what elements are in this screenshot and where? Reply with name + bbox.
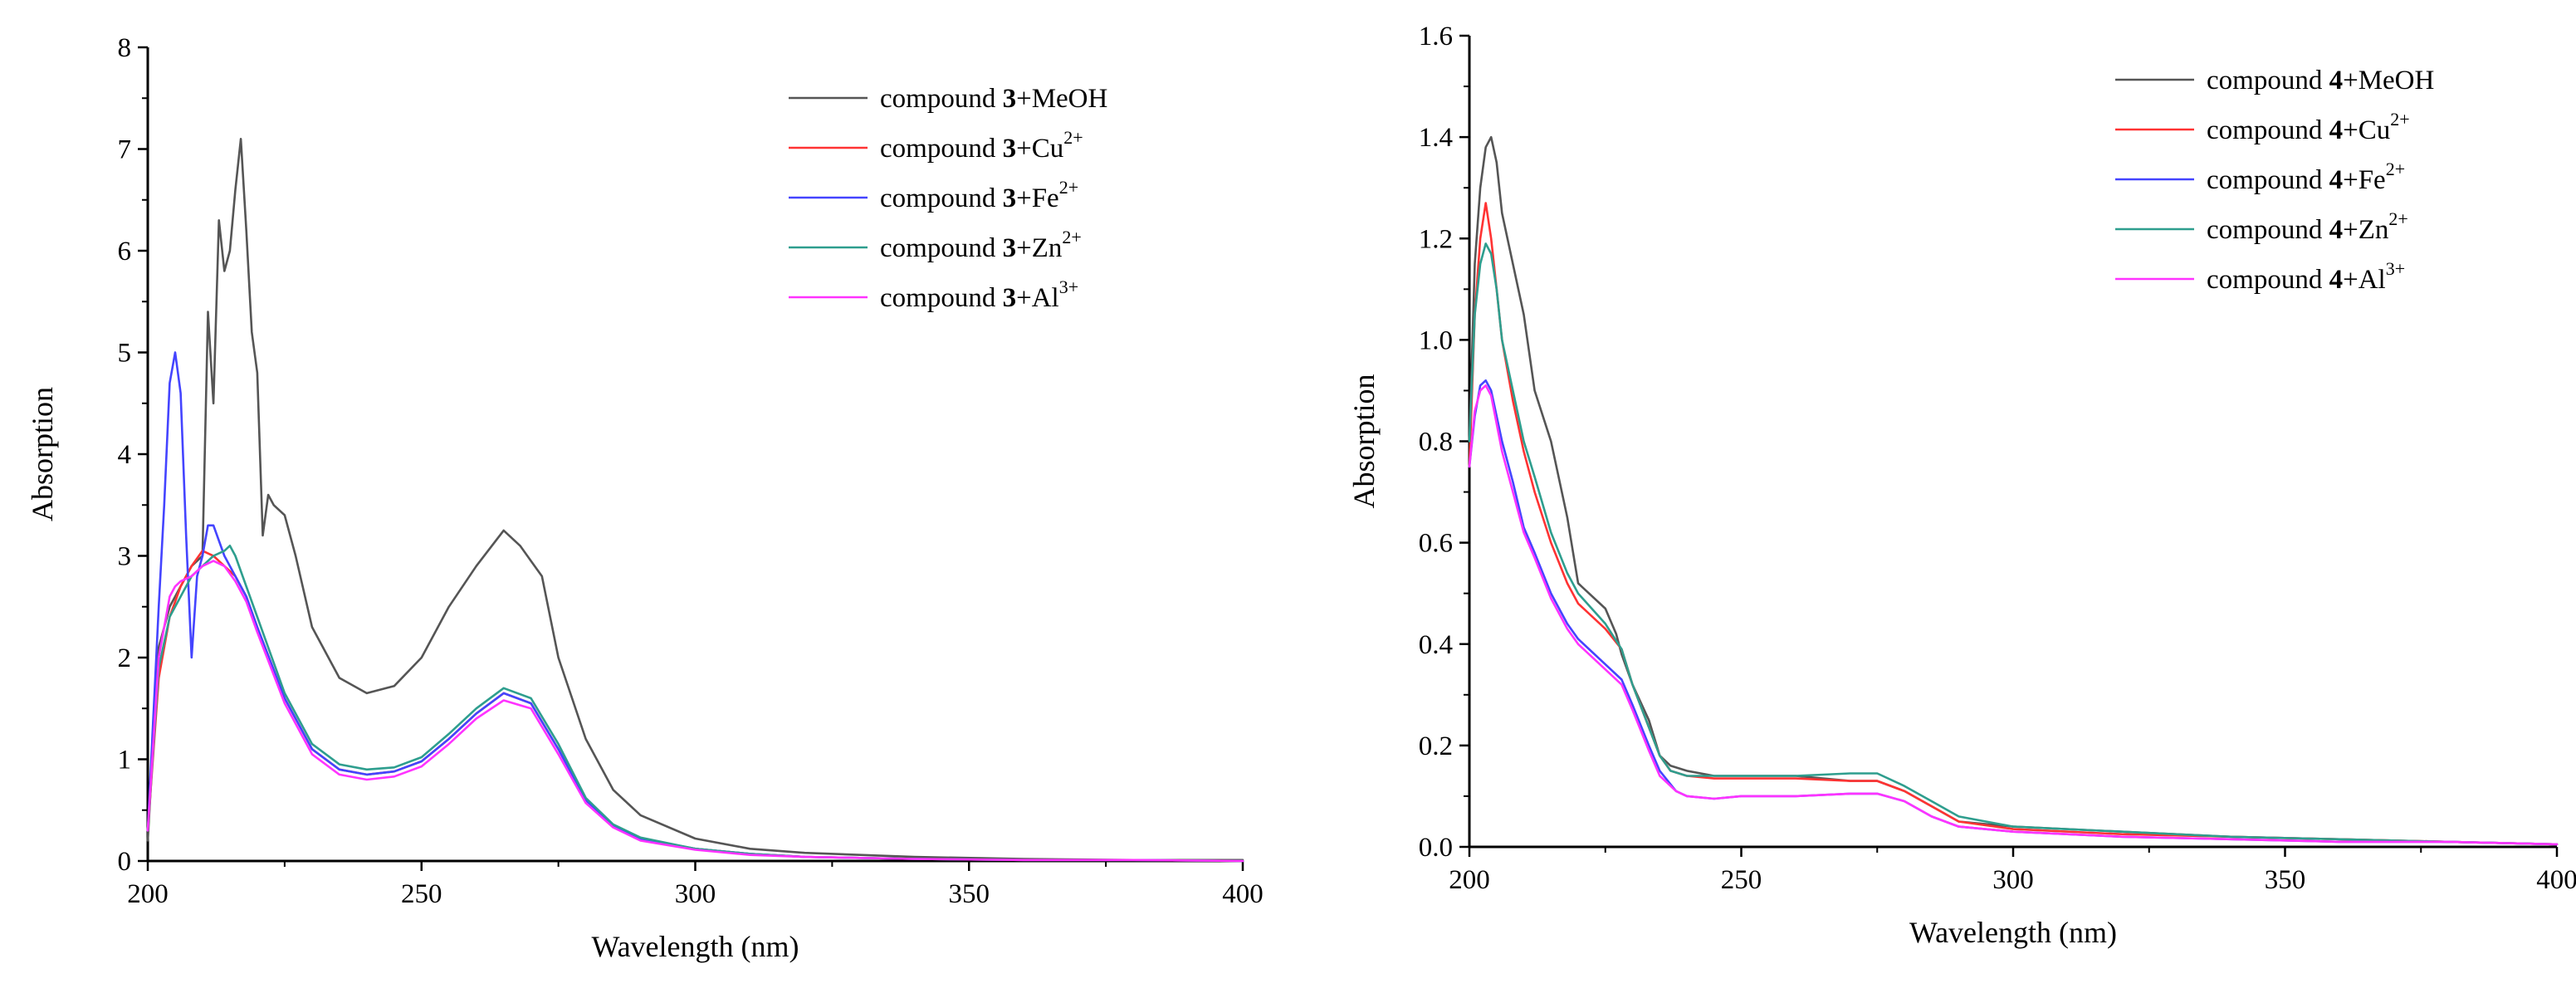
legend-entry: compound 4+Al3+ bbox=[2207, 258, 2405, 295]
series-line bbox=[1468, 379, 2559, 846]
legend-entry: compound 4+Cu2+ bbox=[2207, 109, 2410, 145]
y-tick-label: 1.0 bbox=[1419, 325, 1453, 355]
series-line bbox=[146, 550, 1244, 863]
x-tick-label: 350 bbox=[2265, 865, 2306, 895]
legend-entry: compound 4+Zn2+ bbox=[2207, 208, 2408, 245]
series-line bbox=[1468, 384, 2559, 846]
x-tick-label: 350 bbox=[949, 879, 990, 909]
series-line bbox=[146, 351, 1244, 863]
y-tick-label: 3 bbox=[118, 542, 132, 572]
y-tick-label: 5 bbox=[118, 339, 132, 369]
series-line bbox=[146, 560, 1244, 863]
y-axis-label: Absorption bbox=[26, 387, 59, 521]
legend-entry: compound 3+Zn2+ bbox=[880, 227, 1082, 263]
x-tick-label: 250 bbox=[1721, 865, 1762, 895]
legend-entry: compound 3+Fe2+ bbox=[880, 177, 1078, 213]
y-tick-label: 1.4 bbox=[1419, 123, 1453, 153]
legend-entry: compound 3+MeOH bbox=[880, 84, 1107, 114]
x-tick-label: 400 bbox=[2536, 865, 2576, 895]
y-tick-label: 2 bbox=[118, 643, 132, 673]
y-tick-label: 6 bbox=[118, 237, 132, 267]
y-tick-label: 0 bbox=[118, 847, 132, 877]
y-tick-label: 0.6 bbox=[1419, 529, 1453, 559]
series-line bbox=[1468, 242, 2559, 846]
x-tick-label: 200 bbox=[127, 879, 169, 909]
legend-entry: compound 4+Fe2+ bbox=[2207, 159, 2405, 195]
x-tick-label: 300 bbox=[1992, 865, 2034, 895]
x-tick-label: 400 bbox=[1222, 879, 1264, 909]
legend-entry: compound 3+Al3+ bbox=[880, 276, 1078, 313]
y-tick-label: 0.4 bbox=[1419, 630, 1453, 660]
chart-compound-4: 200 250 300 350 400 0.0 0.2 0.4 0.6 0.8 1.0 1.2 1.4 1… bbox=[1347, 22, 2576, 949]
y-tick-label: 8 bbox=[118, 33, 132, 63]
y-tick-label: 1.2 bbox=[1419, 224, 1453, 254]
y-tick-label: 1 bbox=[118, 746, 132, 775]
y-tick-label: 0.0 bbox=[1419, 833, 1453, 863]
x-tick-label: 200 bbox=[1449, 865, 1490, 895]
x-tick-label: 250 bbox=[401, 879, 442, 909]
chart-compound-3: 200 250 300 350 400 0 1 2 3 4 5 6 7 8 Wavelength (nm) A… bbox=[26, 33, 1264, 963]
y-tick-label: 1.6 bbox=[1419, 22, 1453, 51]
legend-entry: compound 3+Cu2+ bbox=[880, 127, 1083, 164]
series-line bbox=[146, 138, 1244, 862]
y-axis-label: Absorption bbox=[1347, 374, 1381, 509]
legend-entry: compound 4+MeOH bbox=[2207, 66, 2434, 95]
y-tick-label: 0.8 bbox=[1419, 428, 1453, 457]
x-axis-label: Wavelength (nm) bbox=[591, 930, 799, 963]
x-axis-label: Wavelength (nm) bbox=[1909, 916, 2117, 949]
series-line bbox=[1468, 135, 2559, 846]
y-tick-label: 4 bbox=[118, 440, 132, 470]
y-tick-label: 0.2 bbox=[1419, 731, 1453, 761]
series-line bbox=[146, 544, 1244, 863]
series-line bbox=[1468, 202, 2559, 846]
y-tick-label: 7 bbox=[118, 135, 132, 165]
x-tick-label: 300 bbox=[675, 879, 716, 909]
